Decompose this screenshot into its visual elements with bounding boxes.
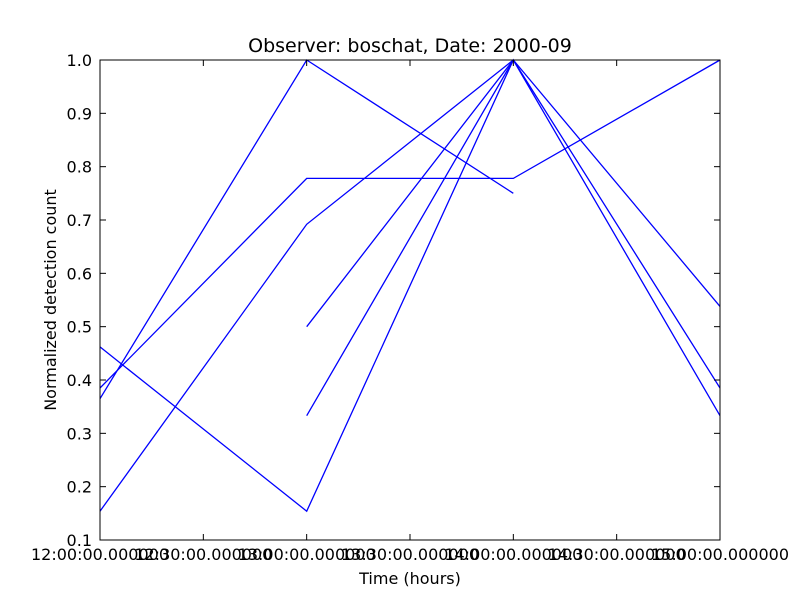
x-tick-label: 15:00:00.000000 [651, 545, 789, 564]
y-tick-label: 0.6 [67, 264, 92, 283]
y-axis-title: Normalized detection count [41, 189, 60, 411]
x-axis-title: Time (hours) [358, 569, 461, 588]
x-axis-ticks: 12:00:00.00000012:30:00.00000013:00:00.0… [31, 60, 789, 564]
x-tick-label: 13:30:00.000000 [341, 545, 479, 564]
x-tick-label: 13:00:00.000000 [238, 545, 376, 564]
y-axis-ticks: 0.1 0.2 0.3 0.4 0.5 0.6 0.7 0.8 0.9 1.0 [67, 51, 720, 550]
series-line-2 [99, 59, 721, 389]
y-tick-label: 0.2 [67, 478, 92, 497]
plot-frame [99, 59, 721, 541]
chart-title: Observer: boschat, Date: 2000-09 [248, 35, 572, 57]
x-tick-label: 14:00:00.000000 [444, 545, 582, 564]
series-line-4 [99, 58, 721, 513]
y-tick-label: 1.0 [67, 51, 92, 70]
y-tick-label: 0.1 [67, 531, 92, 550]
y-tick-label: 0.8 [67, 158, 92, 177]
y-tick-label: 0.4 [67, 371, 92, 390]
y-tick-label: 0.5 [67, 318, 92, 337]
series-line-6 [306, 59, 514, 417]
y-tick-label: 0.9 [67, 104, 92, 123]
series-line-3 [99, 59, 721, 512]
y-tick-label: 0.7 [67, 211, 92, 230]
x-tick-label: 14:30:00.000000 [548, 545, 686, 564]
x-tick-label: 12:30:00.000000 [134, 545, 272, 564]
y-tick-label: 0.3 [67, 424, 92, 443]
x-tick-label: 12:00:00.000000 [31, 545, 169, 564]
